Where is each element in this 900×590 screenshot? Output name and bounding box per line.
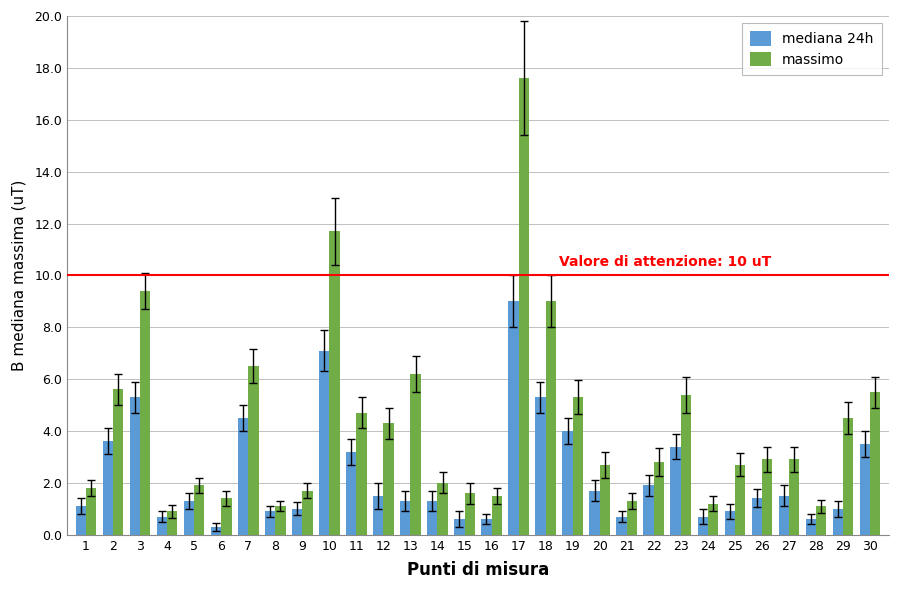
Bar [428, 501, 437, 535]
X-axis label: Punti di misura: Punti di misura [407, 561, 549, 579]
Y-axis label: B mediana massima (uT): B mediana massima (uT) [11, 180, 26, 371]
Bar [374, 496, 383, 535]
Bar [167, 512, 177, 535]
Bar [644, 486, 653, 535]
Bar [464, 493, 475, 535]
Bar [590, 491, 599, 535]
Bar [346, 452, 356, 535]
Bar [816, 506, 826, 535]
Bar [806, 519, 816, 535]
Bar [410, 374, 420, 535]
Text: Valore di attenzione: 10 uT: Valore di attenzione: 10 uT [559, 255, 771, 269]
Bar [545, 301, 556, 535]
Bar [870, 392, 880, 535]
Bar [562, 431, 572, 535]
Bar [76, 506, 86, 535]
Bar [724, 512, 734, 535]
Bar [626, 501, 637, 535]
Bar [707, 504, 718, 535]
Bar [320, 350, 329, 535]
Bar [437, 483, 448, 535]
Bar [482, 519, 491, 535]
Bar [292, 509, 302, 535]
Bar [400, 501, 410, 535]
Bar [130, 397, 140, 535]
Bar [238, 418, 248, 535]
Bar [761, 460, 772, 535]
Bar [275, 506, 285, 535]
Bar [383, 423, 393, 535]
Bar [518, 78, 529, 535]
Bar [508, 301, 518, 535]
Bar [248, 366, 258, 535]
Bar [221, 499, 231, 535]
Bar [86, 488, 96, 535]
Bar [653, 462, 664, 535]
Bar [157, 516, 167, 535]
Bar [103, 441, 113, 535]
Bar [194, 486, 204, 535]
Bar [140, 291, 150, 535]
Bar [680, 395, 691, 535]
Bar [356, 413, 366, 535]
Bar [843, 418, 853, 535]
Bar [752, 499, 761, 535]
Bar [670, 447, 680, 535]
Bar [329, 231, 339, 535]
Bar [860, 444, 870, 535]
Bar [113, 389, 123, 535]
Bar [599, 465, 610, 535]
Bar [616, 516, 626, 535]
Bar [491, 496, 502, 535]
Bar [832, 509, 843, 535]
Legend: mediana 24h, massimo: mediana 24h, massimo [742, 23, 882, 75]
Bar [778, 496, 789, 535]
Bar [734, 465, 745, 535]
Bar [302, 491, 312, 535]
Bar [572, 397, 583, 535]
Bar [265, 512, 275, 535]
Bar [536, 397, 545, 535]
Bar [184, 501, 194, 535]
Bar [789, 460, 799, 535]
Bar [698, 516, 707, 535]
Bar [211, 527, 221, 535]
Bar [454, 519, 464, 535]
